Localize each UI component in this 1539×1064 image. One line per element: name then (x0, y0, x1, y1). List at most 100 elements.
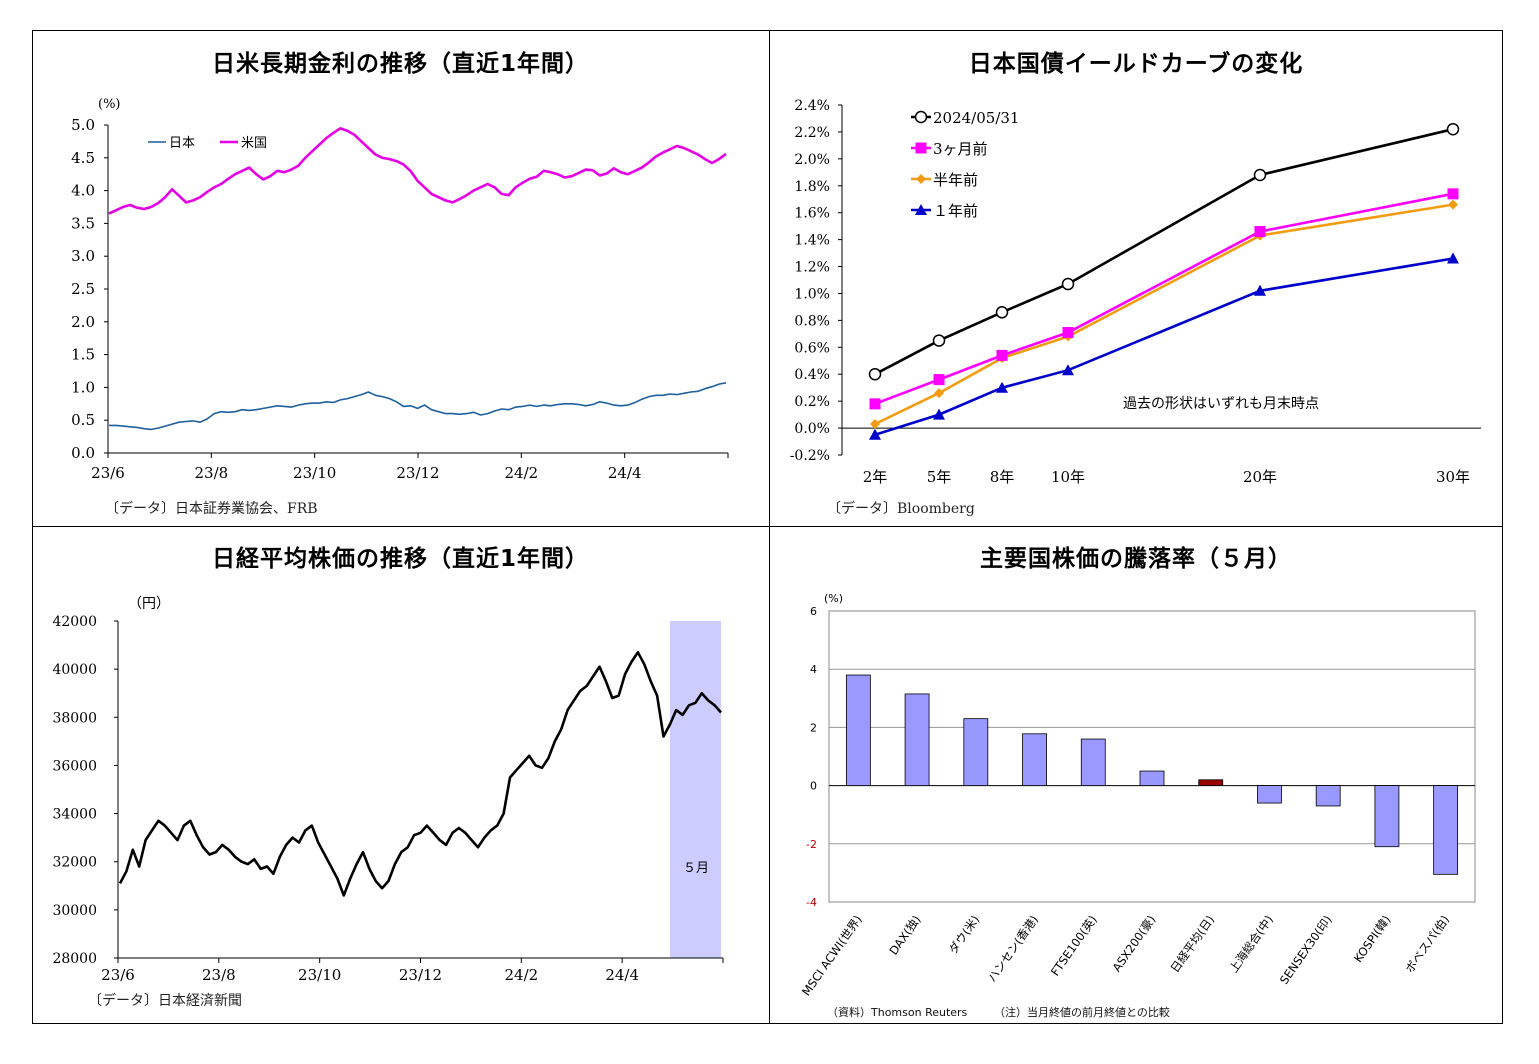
y-tick-label: -0.2% (790, 448, 830, 464)
rates-chart-title: 日米長期金利の推移（直近1年間） (211, 51, 589, 77)
nikkei-source: 〔データ〕日本経済新聞 (88, 993, 242, 1009)
chart-annotation: 過去の形状はいずれも月末時点 (1123, 396, 1319, 412)
data-point (933, 408, 945, 420)
rates-source: 〔データ〕日本証券業協会、FRB (105, 501, 318, 517)
series-line-us (108, 127, 727, 215)
y-tick-label: 2.0% (794, 152, 830, 168)
y-tick-label: 2 (810, 721, 817, 734)
x-tick-label: 23/10 (298, 966, 341, 984)
data-point (1254, 284, 1266, 296)
y-tick-label: 0.5 (71, 411, 95, 429)
category-label: ボベスパ(伯) (1402, 913, 1452, 976)
y-axis-unit: (%) (824, 592, 843, 605)
category-label: ASX200(豪) (1109, 913, 1158, 975)
data-point (1448, 199, 1458, 210)
data-point (1062, 327, 1074, 338)
rates-chart-panel: 日米長期金利の推移（直近1年間） 5.0 4.5 4.0 3.5 3.0 2.5 2.0 1.… (33, 31, 768, 526)
data-point (1446, 122, 1460, 136)
y-tick-label: 42000 (52, 614, 97, 630)
bar-1 (904, 693, 930, 786)
category-label: DAX(独) (886, 913, 923, 958)
category-label: SENSEX30(印) (1277, 913, 1335, 987)
data-point (933, 374, 945, 386)
data-point (934, 388, 944, 399)
data-point (869, 428, 881, 440)
y-axis-unit: (%) (98, 97, 121, 112)
data-point (932, 334, 946, 347)
y-tick-label: 2.2% (794, 125, 830, 141)
world-comparison-note: （注）当月終値の前月終値との比較 (994, 1006, 1170, 1019)
may-highlight-label: ５月 (683, 861, 709, 876)
data-point (868, 367, 882, 381)
x-tick-label: 8年 (990, 468, 1015, 486)
category-label: 上海総合(中) (1226, 913, 1276, 975)
category-label: ハンセン(香港) (985, 913, 1041, 985)
bar-4 (1080, 738, 1106, 786)
yield-series-line (874, 257, 1454, 437)
bar-0 (845, 674, 871, 787)
y-tick-label: 40000 (52, 662, 97, 678)
bar-10 (1433, 785, 1459, 875)
y-axis-unit: （円） (128, 596, 170, 612)
bar-6 (1198, 779, 1224, 786)
data-point (1447, 252, 1459, 264)
y-tick-label: 0 (810, 780, 817, 793)
category-label: ダウ(米) (946, 913, 982, 957)
x-tick-label: 23/12 (399, 966, 442, 984)
world-stocks-title: 主要国株価の騰落率（５月） (980, 546, 1292, 572)
legend-label: 米国 (241, 136, 267, 151)
y-tick-label: -4 (806, 896, 817, 909)
x-tick-label: 23/8 (202, 966, 236, 984)
yield-source: 〔データ〕Bloomberg (827, 501, 975, 517)
yield-series-line (874, 203, 1454, 426)
x-tick-label: 30年 (1436, 468, 1470, 486)
legend-label: １年前 (933, 202, 978, 220)
y-tick-label: 4.0 (71, 182, 95, 200)
bar-7 (1257, 785, 1282, 804)
yield-curve-title: 日本国債イールドカーブの変化 (968, 51, 1304, 77)
data-point (915, 204, 927, 215)
rates-chart-svg: 5.0 4.5 4.0 3.5 3.0 2.5 2.0 1.5 1.0 0.5 0.0 (%) 23/6… (71, 97, 729, 482)
y-tick-label: 2.0 (71, 313, 95, 331)
may-highlight-band (670, 621, 721, 958)
x-tick-label: 23/8 (194, 464, 228, 482)
category-label: FTSE100(英) (1048, 913, 1100, 979)
y-tick-label: 3.5 (71, 214, 95, 232)
yield-series-line (874, 192, 1454, 406)
y-tick-label: 0.2% (794, 394, 830, 410)
data-point (1062, 364, 1074, 376)
data-point (1447, 188, 1459, 200)
x-tick-label: 20年 (1243, 468, 1277, 486)
data-point (869, 398, 881, 410)
y-tick-label: 36000 (52, 758, 97, 774)
category-label: 日経平均(日) (1168, 913, 1218, 975)
y-tick-label: 1.0% (794, 286, 830, 302)
data-point (996, 381, 1008, 393)
y-tick-label: 34000 (52, 807, 97, 823)
legend-label: 半年前 (933, 171, 978, 189)
y-tick-label: 0.6% (794, 340, 830, 356)
bar-3 (1022, 733, 1047, 787)
yield-curve-panel: 日本国債イールドカーブの変化 2.4% 2.2% 2.0% 1.8% 1.6% 1.4% 1… (769, 31, 1503, 526)
data-point (914, 110, 928, 124)
legend-label: 日本 (169, 136, 195, 151)
x-tick-label: 24/2 (504, 966, 538, 984)
y-tick-label: 28000 (52, 951, 97, 967)
vertical-divider (769, 31, 770, 1023)
y-tick-label: 0.0% (794, 421, 830, 437)
x-tick-label: 5年 (927, 468, 952, 486)
y-tick-label: 4.5 (71, 149, 95, 167)
plot-area-frame (828, 610, 1476, 903)
data-point (1254, 226, 1266, 238)
y-tick-label: 30000 (52, 903, 97, 919)
y-tick-label: 0.8% (794, 313, 830, 329)
y-tick-label: 2.4% (794, 98, 830, 114)
y-tick-label: 1.4% (794, 233, 830, 249)
data-point (1061, 277, 1075, 291)
y-tick-label: 1.8% (794, 179, 830, 195)
nikkei-chart-title: 日経平均株価の推移（直近1年間） (211, 546, 589, 572)
y-tick-label: 1.2% (794, 260, 830, 276)
y-tick-label: -2 (806, 838, 817, 851)
bar-2 (963, 718, 989, 786)
nikkei-chart-svg: ５月 42000 40000 38000 36000 34000 32000 30000 280… (52, 596, 724, 984)
